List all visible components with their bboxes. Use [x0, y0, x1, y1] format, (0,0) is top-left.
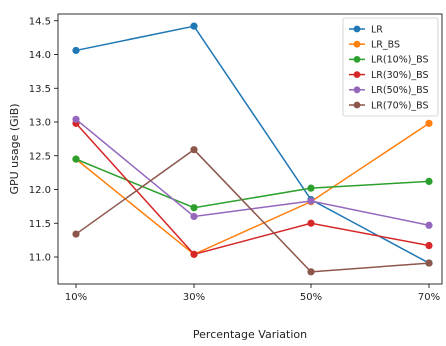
legend-item: LR(10%)_BS: [349, 55, 429, 66]
data-point: [425, 221, 433, 229]
x-tick-label: 50%: [300, 292, 322, 303]
legend-item: LR(30%)_BS: [349, 70, 429, 81]
series-line: [75, 122, 430, 256]
legend-marker: [353, 86, 361, 94]
legend-marker: [353, 56, 361, 63]
data-point: [425, 119, 433, 127]
series-line: [75, 158, 430, 209]
legend-marker: [353, 101, 361, 109]
data-point: [425, 259, 433, 267]
data-point: [307, 268, 315, 276]
x-axis-label: Percentage Variation: [193, 328, 307, 341]
legend-marker: [353, 40, 361, 48]
series-4: [72, 115, 433, 229]
data-point: [190, 146, 198, 154]
series-line: [75, 122, 430, 256]
legend-label: LR(10%)_BS: [371, 55, 429, 66]
y-tick-label: 14.5: [29, 16, 51, 27]
data-point: [190, 212, 198, 221]
series-line: [75, 25, 430, 264]
data-point: [307, 219, 315, 227]
x-tick-label: 70%: [418, 292, 440, 303]
y-tick-label: 11.5: [29, 219, 51, 230]
x-tick-label: 30%: [183, 292, 205, 303]
legend-marker: [353, 25, 361, 33]
data-point: [190, 250, 198, 258]
y-tick-label: 12.5: [29, 151, 51, 162]
data-point: [307, 184, 315, 192]
legend-item: LR(50%)_BS: [349, 85, 429, 96]
y-axis-ticks: 11.0 11.5 12.0 12.5 13.0 13.5 14.0 14.5: [29, 16, 58, 264]
y-tick-label: 11.0: [29, 253, 51, 264]
series-2: [72, 155, 433, 212]
data-point: [307, 197, 315, 205]
legend-label: LR(30%)_BS: [371, 70, 429, 81]
data-point: [190, 22, 198, 30]
legend-label: LR(70%)_BS: [371, 100, 429, 111]
y-tick-label: 12.0: [29, 185, 51, 196]
y-tick-label: 13.5: [29, 84, 51, 95]
data-point: [425, 177, 433, 185]
series-line: [75, 118, 430, 227]
legend-item: LR_BS: [349, 40, 400, 51]
data-point: [72, 230, 80, 238]
series-5: [72, 146, 433, 276]
series-line: [75, 148, 430, 273]
data-point: [72, 155, 80, 163]
y-axis-label: GPU usage (GiB): [8, 103, 21, 194]
data-point: [72, 115, 80, 123]
legend-box: [342, 17, 439, 117]
data-point: [425, 241, 433, 250]
legend-label: LR_BS: [371, 40, 400, 51]
legend-item: LR: [349, 24, 383, 35]
legend-label: LR: [371, 24, 383, 35]
y-tick-label: 14.0: [29, 50, 51, 61]
legend-marker: [353, 71, 361, 78]
legend-label: LR(50%)_BS: [371, 85, 429, 96]
legend: LR LR_BS LR(10%)_BS LR(30%)_BS LR(50%)_BS LR(…: [342, 17, 439, 117]
legend-item: LR(70%)_BS: [349, 100, 429, 111]
x-axis-ticks: 10% 30% 50% 70%: [65, 284, 440, 303]
series-layer: [72, 22, 433, 276]
data-point: [190, 204, 198, 212]
data-point: [72, 46, 80, 55]
y-tick-label: 13.0: [29, 118, 51, 129]
x-tick-label: 10%: [65, 292, 87, 303]
